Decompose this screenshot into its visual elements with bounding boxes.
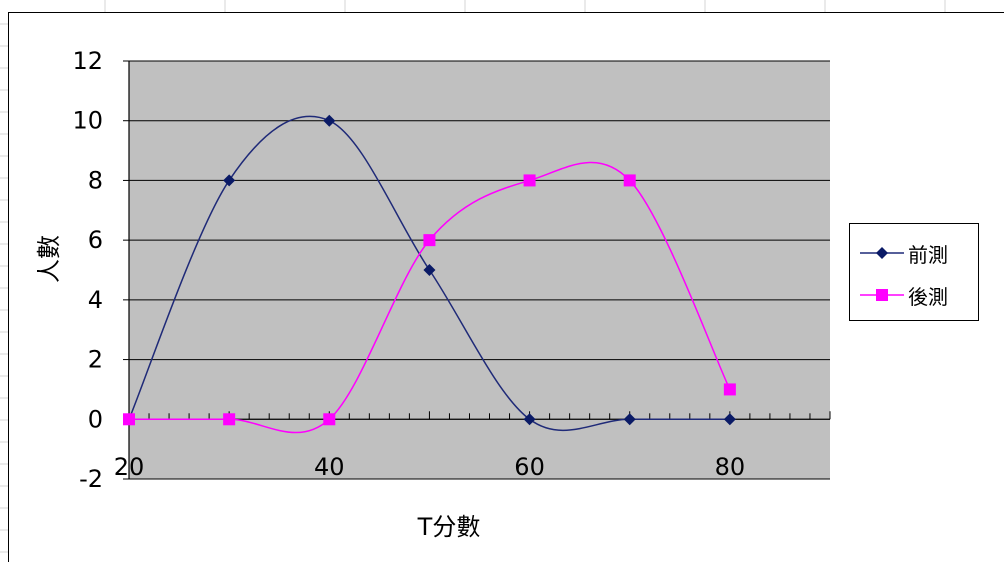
data-point-series-1 (723, 413, 736, 426)
data-point-series-1 (223, 174, 236, 187)
y-tick-labels: -2 0 2 4 6 8 10 12 (72, 47, 103, 493)
legend[interactable]: 前測 後測 (849, 223, 979, 321)
x-tick-label: 60 (514, 453, 545, 481)
y-tick-label: 8 (88, 166, 103, 194)
y-tick-label: 6 (88, 226, 103, 254)
y-tick-label: -2 (79, 465, 103, 493)
chart-area[interactable]: -2 0 2 4 6 8 10 12 20 40 60 80 人數 T分數 前測 後測 (8, 12, 1004, 562)
series-markers (123, 114, 736, 426)
legend-label-series-1: 前測 (908, 242, 948, 267)
data-point-series-1 (523, 413, 536, 426)
series-line-1 (128, 115, 730, 432)
y-tick-label: 12 (72, 47, 103, 75)
data-point-series-2 (523, 174, 536, 187)
x-tick-label: 80 (715, 453, 746, 481)
x-axis-title: T分數 (417, 513, 481, 541)
data-point-series-2 (323, 413, 336, 426)
data-point-series-2 (723, 383, 736, 396)
data-point-series-1 (623, 413, 636, 426)
x-tick-label: 20 (114, 453, 145, 481)
legend-item-series-1: 前測 (860, 238, 948, 268)
data-point-series-1 (323, 114, 336, 127)
data-point-series-1 (423, 264, 436, 276)
y-tick-label: 0 (88, 405, 103, 433)
y-tick-label: 4 (88, 286, 103, 314)
y-axis-title: 人數 (35, 235, 63, 283)
data-point-series-2 (423, 234, 436, 247)
legend-label-series-2: 後測 (908, 284, 948, 309)
y-tick-label: 2 (88, 346, 103, 374)
y-tick-label: 10 (72, 107, 103, 135)
x-tick-labels: 20 40 60 80 (114, 453, 745, 481)
data-point-series-2 (623, 174, 636, 187)
data-point-series-2 (123, 413, 135, 426)
data-point-series-2 (223, 413, 236, 426)
chart-svg: -2 0 2 4 6 8 10 12 20 40 60 80 人數 T分數 (35, 47, 831, 541)
legend-item-series-2: 後測 (860, 280, 948, 310)
x-tick-label: 40 (314, 453, 345, 481)
plot-area (129, 61, 830, 479)
legend-swatch-series-1 (860, 247, 904, 259)
legend-swatch-series-2 (860, 289, 904, 301)
gridlines (129, 60, 830, 480)
